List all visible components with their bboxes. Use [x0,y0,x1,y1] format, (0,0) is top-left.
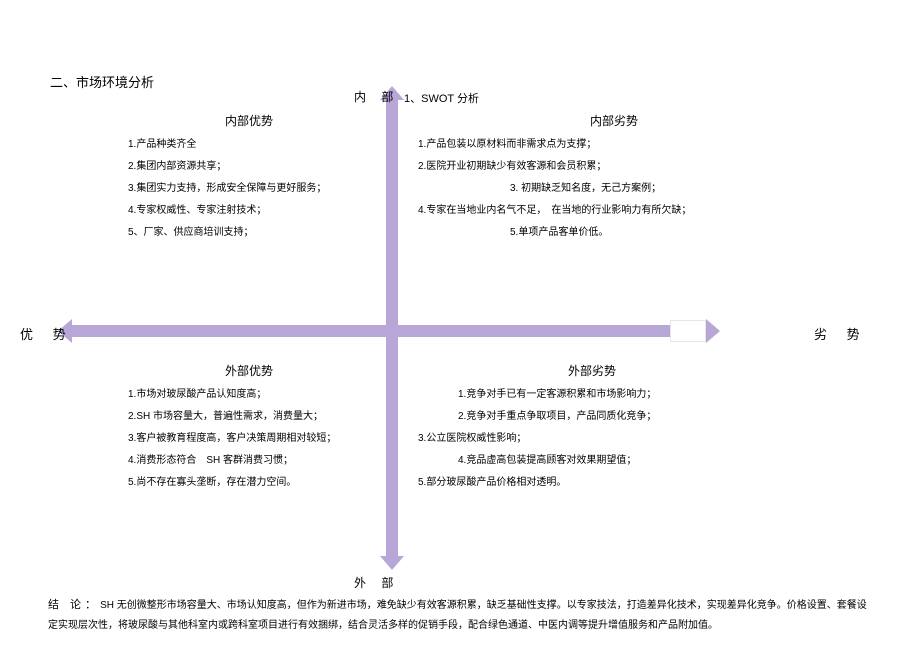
quad-title-internal-strength: 内部优势 [225,112,273,129]
list-item: 2.SH 市场容量大，普遍性需求，消费量大； [128,406,378,428]
axis-label-right: 劣 势 [814,324,868,343]
quad-title-external-strength: 外部优势 [225,362,273,379]
list-item: 1.产品种类齐全 [128,134,378,156]
axis-notch [670,320,706,342]
list-item: 3.客户被教育程度高，客户决策周期相对较短； [128,428,378,450]
list-item: 2.集团内部资源共享； [128,156,378,178]
quad-title-internal-weakness: 内部劣势 [590,112,638,129]
list-item: 3.集团实力支持，形成安全保障与更好服务； [128,178,378,200]
list-item: 4.专家在当地业内名气不足， 在当地的行业影响力有所欠缺； [418,200,738,222]
list-item: 3.公立医院权威性影响； [418,428,738,450]
list-item: 1.市场对玻尿酸产品认知度高； [128,384,378,406]
list-item: 4.专家权威性、专家注射技术； [128,200,378,222]
axis-label-top-sub: 1、SWOT 分析 [404,90,479,106]
list-item: 4.消费形态符合 SH 客群消费习惯； [128,450,378,472]
list-item: 1.竞争对手已有一定客源积累和市场影响力； [418,384,738,406]
axis-h-arrow-right [706,319,720,343]
conclusion: 结 论：SH 无创微整形市场容量大、市场认知度高，但作为新进市场，难免缺少有效客… [48,594,872,636]
quad-list-external-weakness: 1.竞争对手已有一定客源积累和市场影响力；2.竞争对手重点争取项目，产品同质化竞… [418,384,738,494]
list-item: 1.产品包装以原材料而非需求点为支撑； [418,134,738,156]
section-title: 二、市场环境分析 [50,72,154,91]
list-item: 2.竞争对手重点争取项目，产品同质化竞争； [418,406,738,428]
quad-list-external-strength: 1.市场对玻尿酸产品认知度高；2.SH 市场容量大，普遍性需求，消费量大；3.客… [128,384,378,494]
axis-label-left: 优 势 [20,324,74,343]
list-item: 2.医院开业初期缺少有效客源和会员积累； [418,156,738,178]
list-item: 5、厂家、供应商培训支持； [128,222,378,244]
axis-v-arrow-bot [380,556,404,570]
axis-label-top: 内 部 [354,88,399,105]
conclusion-lead: 结 论： [48,599,100,611]
list-item: 4.竞品虚高包装提高顾客对效果期望值； [418,450,738,472]
axis-horizontal [72,325,708,337]
list-item: 3. 初期缺乏知名度，无己方案例； [418,178,738,200]
list-item: 5.尚不存在寡头垄断，存在潜力空间。 [128,472,378,494]
list-item: 5.部分玻尿酸产品价格相对透明。 [418,472,738,494]
list-item: 5.单项产品客单价低。 [418,222,738,244]
conclusion-body: SH 无创微整形市场容量大、市场认知度高，但作为新进市场，难免缺少有效客源积累，… [48,600,867,631]
quad-list-internal-weakness: 1.产品包装以原材料而非需求点为支撑；2.医院开业初期缺少有效客源和会员积累；3… [418,134,738,244]
quad-list-internal-strength: 1.产品种类齐全2.集团内部资源共享；3.集团实力支持，形成安全保障与更好服务；… [128,134,378,244]
quad-title-external-weakness: 外部劣势 [568,362,616,379]
axis-label-bottom: 外 部 [354,574,399,591]
